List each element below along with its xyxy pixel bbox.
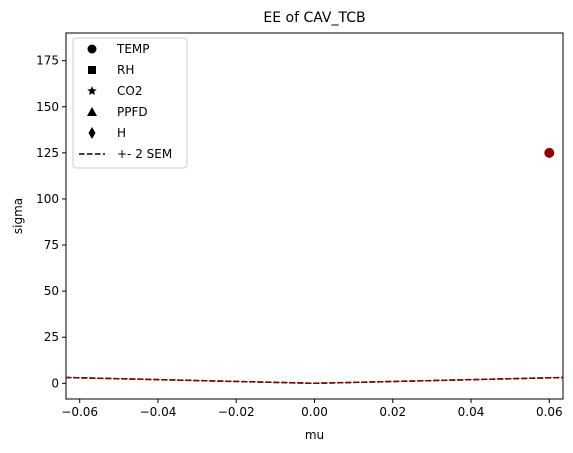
- legend-label: PPFD: [117, 105, 148, 119]
- y-tick-label: 100: [36, 192, 59, 206]
- legend-label: H: [117, 126, 126, 140]
- legend-label: CO2: [117, 84, 142, 98]
- legend-marker-triangle: [87, 107, 97, 116]
- chart-title: EE of CAV_TCB: [263, 10, 365, 26]
- x-axis-label: mu: [305, 428, 324, 442]
- legend-item: H: [88, 126, 126, 140]
- x-tick-label: −0.02: [218, 405, 255, 419]
- x-axis: −0.06 −0.04 −0.02 0.00 0.02 0.04 0.06: [61, 399, 563, 419]
- x-tick-label: −0.06: [61, 405, 98, 419]
- data-layer: [65, 147, 564, 385]
- y-axis-label: sigma: [11, 198, 25, 234]
- legend-item: TEMP: [87, 42, 150, 56]
- y-tick-label: 0: [51, 376, 59, 390]
- legend-item: CO2: [87, 84, 142, 98]
- legend-marker-circle: [87, 44, 97, 54]
- legend-label: TEMP: [116, 42, 150, 56]
- sem-line: [65, 376, 564, 385]
- x-tick-label: 0.00: [301, 405, 328, 419]
- legend-box: [72, 37, 188, 169]
- y-tick-label: 50: [44, 284, 59, 298]
- legend-item: +- 2 SEM: [79, 147, 172, 161]
- x-tick-label: 0.02: [379, 405, 406, 419]
- legend-marker-square: [88, 66, 96, 74]
- legend-marker-star: [87, 86, 97, 96]
- y-tick-label: 150: [36, 100, 59, 114]
- y-axis: 0 25 50 75 100 125 150 175: [36, 54, 66, 390]
- y-tick-label: 25: [44, 330, 59, 344]
- data-point-temp: [544, 147, 555, 158]
- legend-item: RH: [88, 63, 134, 77]
- y-tick-label: 175: [36, 54, 59, 68]
- x-tick-label: 0.04: [458, 405, 485, 419]
- legend-item: PPFD: [87, 105, 148, 119]
- sem-line: [65, 376, 564, 385]
- y-tick-label: 125: [36, 146, 59, 160]
- y-tick-label: 75: [44, 238, 59, 252]
- x-tick-label: −0.04: [140, 405, 177, 419]
- legend: TEMP RH CO2 PPFD H +- 2 SEM: [72, 37, 188, 169]
- legend-marker-diamond: [88, 127, 96, 139]
- legend-label: RH: [117, 63, 134, 77]
- legend-label: +- 2 SEM: [117, 147, 172, 161]
- x-tick-label: 0.06: [536, 405, 563, 419]
